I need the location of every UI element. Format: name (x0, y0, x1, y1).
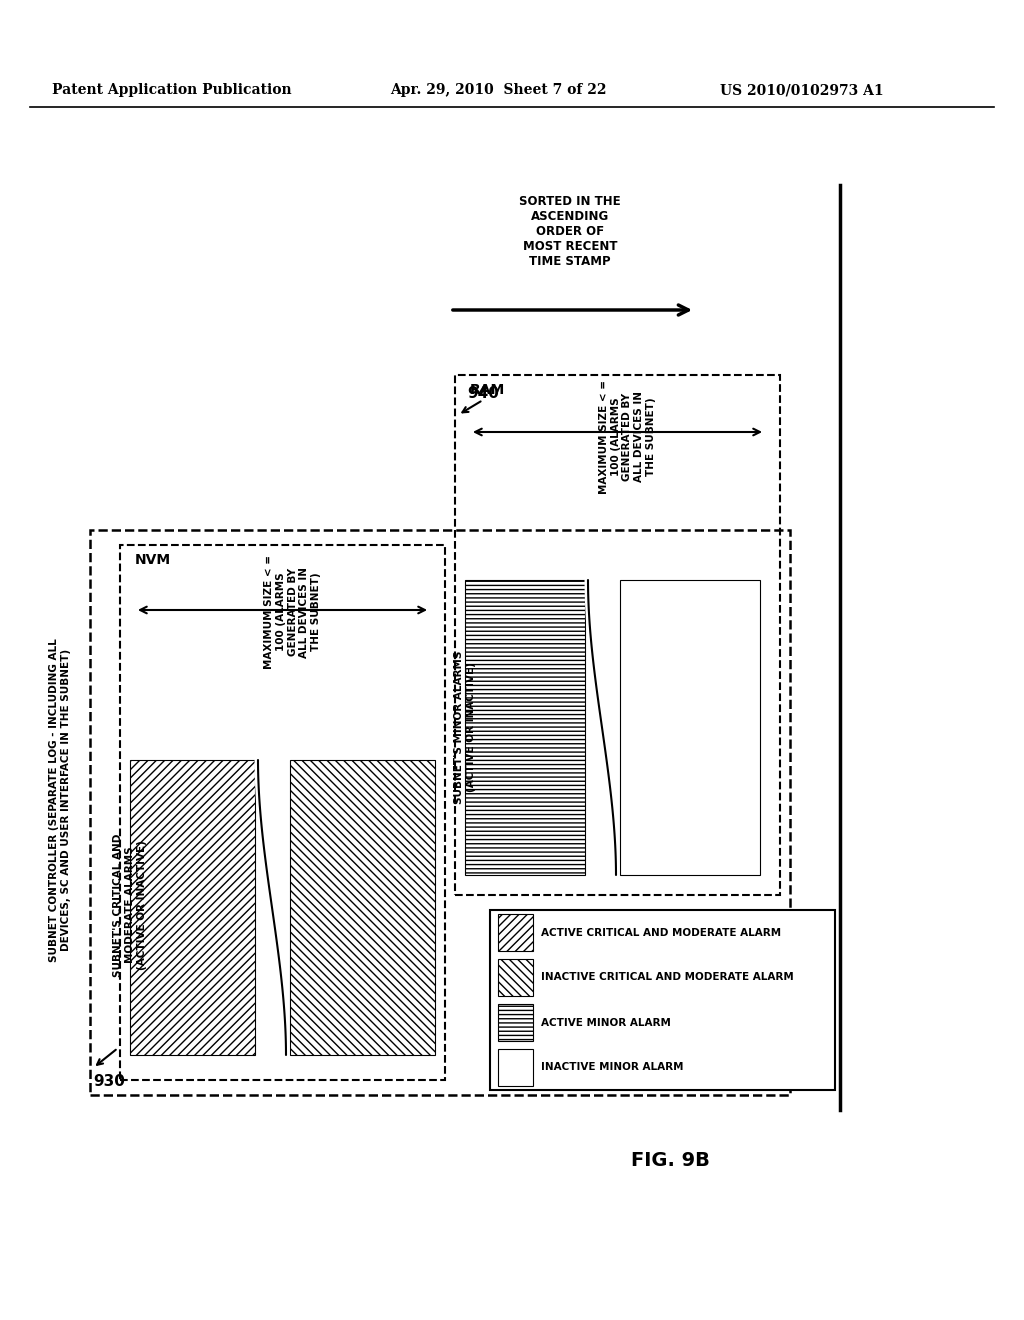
Bar (465, 579, 585, 875)
Text: NVM: NVM (135, 553, 171, 568)
Text: SUBNET'S MINOR ALARMS
(ACTIVE OR INACTIVE): SUBNET'S MINOR ALARMS (ACTIVE OR INACTIV… (455, 651, 476, 804)
Bar (490, 909, 835, 1090)
Text: 930: 930 (93, 1074, 125, 1089)
Text: INACTIVE MINOR ALARM: INACTIVE MINOR ALARM (541, 1063, 683, 1072)
Text: SUBNET'S CRITICAL AND
MODERATE ALARMS
(ACTIVE OR INACTIVE): SUBNET'S CRITICAL AND MODERATE ALARMS (A… (114, 833, 146, 977)
Text: MAXIMUM SIZE < =
100 (ALARMS
GENERATED BY
ALL DEVICES IN
THE SUBNET): MAXIMUM SIZE < = 100 (ALARMS GENERATED B… (599, 380, 655, 494)
Bar (498, 960, 534, 997)
Text: ACTIVE MINOR ALARM: ACTIVE MINOR ALARM (541, 1018, 671, 1027)
Text: ACTIVE CRITICAL AND MODERATE ALARM: ACTIVE CRITICAL AND MODERATE ALARM (541, 928, 781, 937)
Text: US 2010/0102973 A1: US 2010/0102973 A1 (720, 83, 884, 96)
Bar (498, 913, 534, 950)
Text: 940: 940 (467, 385, 499, 400)
Bar (455, 375, 780, 895)
Bar (120, 545, 445, 1080)
Bar (130, 760, 255, 1055)
Text: FIG. 9B: FIG. 9B (631, 1151, 710, 1170)
Bar (620, 579, 760, 875)
Text: MAXIMUM SIZE < =
100 (ALARMS
GENERATED BY
ALL DEVICES IN
THE SUBNET): MAXIMUM SIZE < = 100 (ALARMS GENERATED B… (264, 554, 321, 669)
Text: RAM: RAM (470, 383, 505, 397)
Text: INACTIVE CRITICAL AND MODERATE ALARM: INACTIVE CRITICAL AND MODERATE ALARM (541, 973, 794, 982)
Text: SORTED IN THE
ASCENDING
ORDER OF
MOST RECENT
TIME STAMP: SORTED IN THE ASCENDING ORDER OF MOST RE… (519, 195, 621, 268)
Bar (498, 1005, 534, 1041)
Bar (90, 531, 790, 1096)
Text: Patent Application Publication: Patent Application Publication (52, 83, 292, 96)
Bar (290, 760, 435, 1055)
Bar (498, 1049, 534, 1086)
Text: SUBNET CONTROLLER (SEPARATE LOG - INCLUDING ALL
DEVICES, SC AND USER INTERFACE I: SUBNET CONTROLLER (SEPARATE LOG - INCLUD… (49, 638, 71, 962)
Text: Apr. 29, 2010  Sheet 7 of 22: Apr. 29, 2010 Sheet 7 of 22 (390, 83, 606, 96)
